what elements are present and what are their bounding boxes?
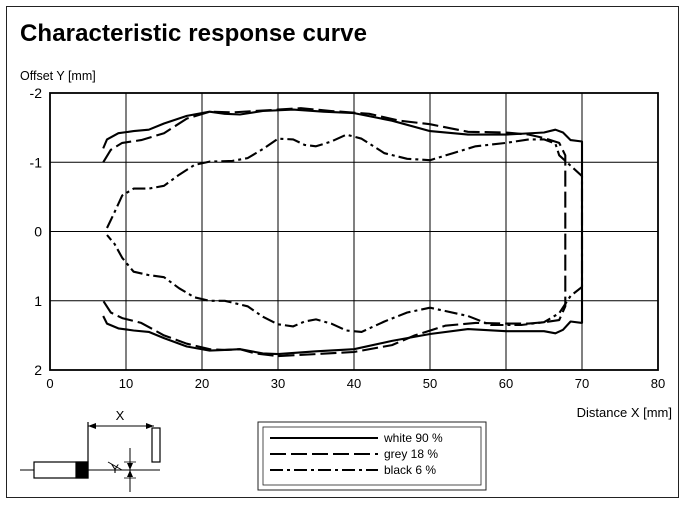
diagram-x-label: X (116, 408, 125, 423)
offset-arrowhead-up (127, 463, 133, 470)
figure-frame (6, 6, 679, 498)
distance-arrow-left (88, 423, 96, 429)
y-tick-label: -2 (30, 85, 43, 101)
y-axis-label: Offset Y [mm] (20, 69, 96, 83)
x-tick-label: 40 (347, 376, 361, 391)
sensor-diagram (20, 422, 161, 492)
x-tick-label: 70 (575, 376, 589, 391)
x-axis-label: Distance X [mm] (577, 405, 672, 420)
x-tick-label: 10 (119, 376, 133, 391)
legend-label-2: grey 18 % (384, 447, 438, 461)
series-lines (102, 107, 584, 358)
target-plate (151, 427, 161, 463)
series-line-2 (102, 107, 567, 358)
offset-arrowhead-down (127, 470, 133, 477)
x-tick-label: 60 (499, 376, 513, 391)
x-tick-label: 30 (271, 376, 285, 391)
sensor-head (75, 461, 89, 479)
legend-label-3: black 6 % (384, 463, 436, 477)
y-tick-label: 1 (34, 293, 42, 309)
legend-items: white 90 % grey 18 % black 6 % (270, 431, 443, 477)
y-tick-label: -1 (30, 154, 43, 170)
x-tick-label: 80 (651, 376, 665, 391)
diagram-ray (107, 461, 123, 471)
y-tick-label: 2 (34, 362, 42, 378)
x-tick-label: 50 (423, 376, 437, 391)
legend-box (257, 421, 487, 491)
legend: white 90 % grey 18 % black 6 % (257, 421, 487, 491)
diagram-y-label: Y (111, 462, 119, 476)
x-tick-label: 0 (46, 376, 53, 391)
tick-labels: 0 10 20 30 40 50 60 70 80 -2 -1 0 1 2 (30, 85, 666, 391)
plot-border (49, 92, 659, 371)
distance-arrow-right (146, 423, 154, 429)
chart-title: Characteristic response curve (20, 20, 368, 47)
grid (49, 92, 659, 371)
legend-box-inner (262, 426, 482, 486)
legend-label-1: white 90 % (383, 431, 443, 445)
y-tick-label: 0 (34, 224, 42, 240)
series-line-3 (106, 133, 584, 333)
axes (49, 92, 659, 371)
x-tick-label: 20 (195, 376, 209, 391)
